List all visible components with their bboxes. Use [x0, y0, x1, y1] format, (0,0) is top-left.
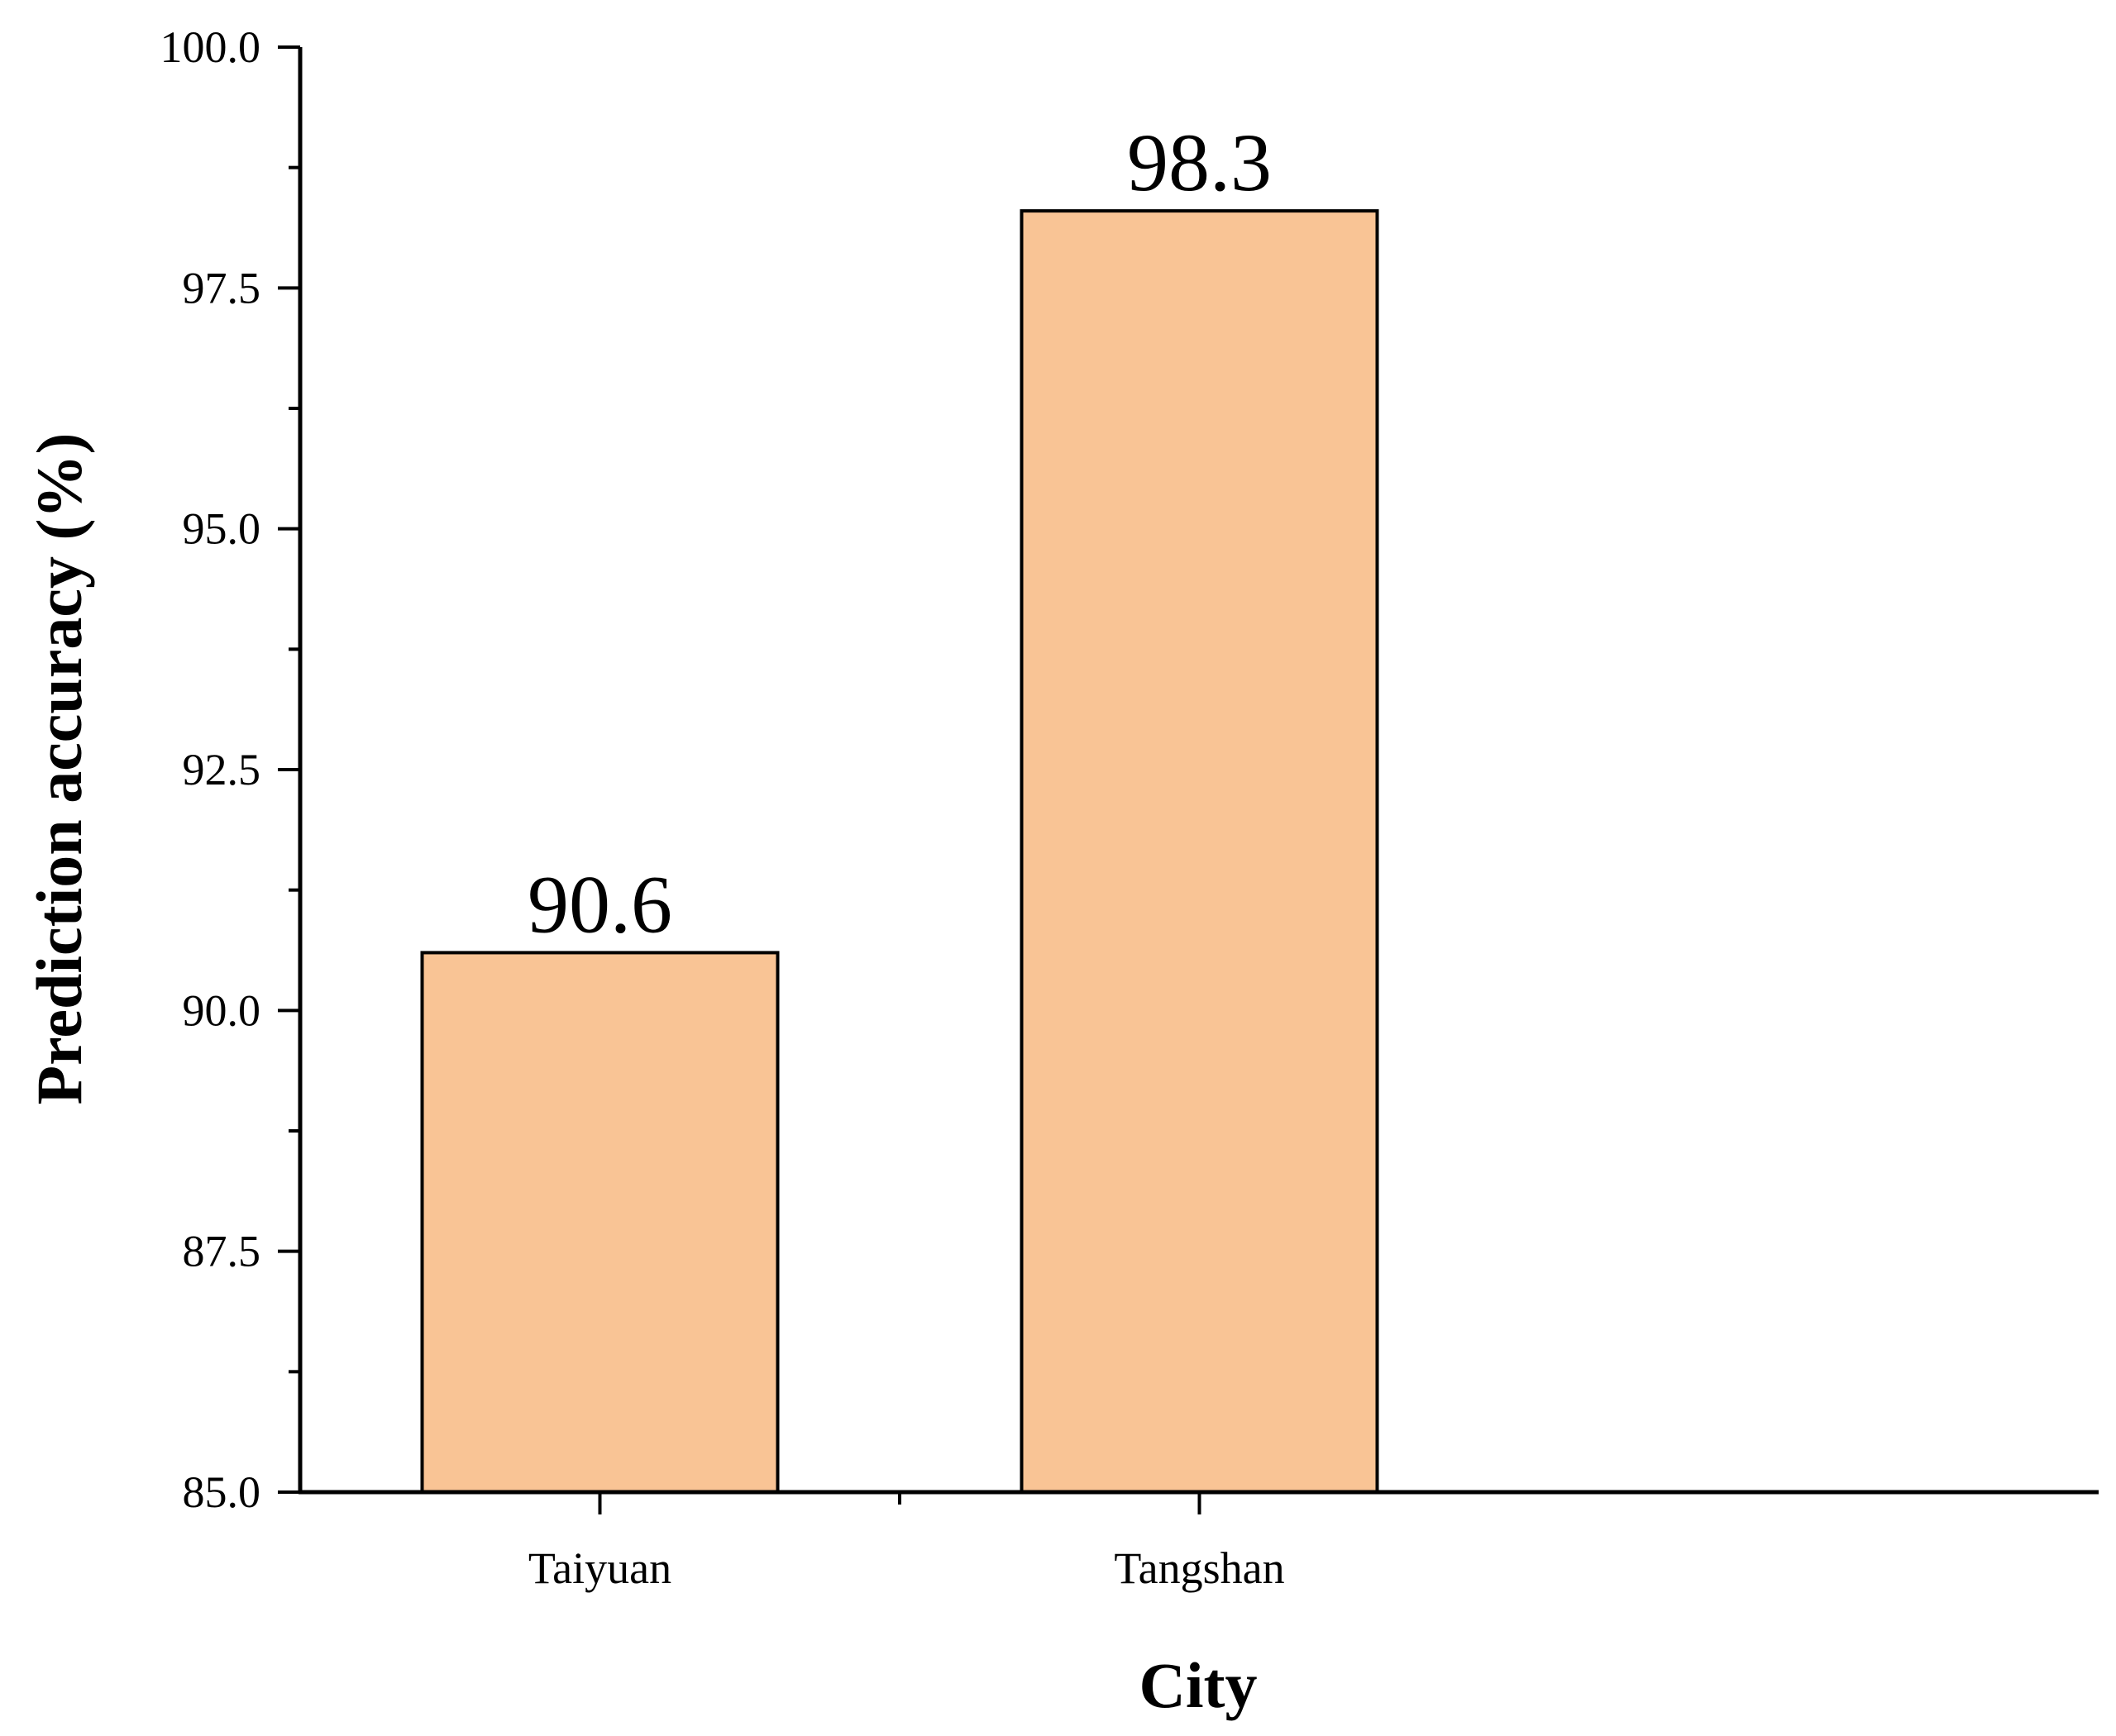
- data-labels-group: 90.6 98.3: [528, 117, 1272, 950]
- y-tick-label: 100.0: [160, 22, 261, 72]
- bar-tangshan: [1020, 209, 1379, 1494]
- y-ticks-group: 85.0 87.5 90.0 92.5 95.0 97.5 100.0: [160, 22, 300, 1517]
- y-axis-title: Prediction accuracy (%): [23, 433, 95, 1105]
- data-label-tangshan: 98.3: [1127, 117, 1272, 208]
- y-tick-label: 92.5: [183, 745, 261, 794]
- y-tick-label: 90.0: [183, 985, 261, 1035]
- y-tick-label: 87.5: [183, 1227, 261, 1276]
- x-axis-title: City: [1139, 1649, 1258, 1721]
- bar-taiyuan: [420, 951, 780, 1494]
- y-tick-label: 85.0: [183, 1467, 261, 1517]
- x-ticks-group: Taiyuan Tangshan: [528, 1492, 1285, 1593]
- x-tick-label-taiyuan: Taiyuan: [528, 1543, 671, 1593]
- y-tick-label: 95.0: [183, 504, 261, 554]
- data-label-taiyuan: 90.6: [528, 858, 672, 950]
- y-tick-label: 97.5: [183, 263, 261, 312]
- x-tick-label-tangshan: Tangshan: [1114, 1543, 1284, 1593]
- bars-group: [420, 209, 1379, 1494]
